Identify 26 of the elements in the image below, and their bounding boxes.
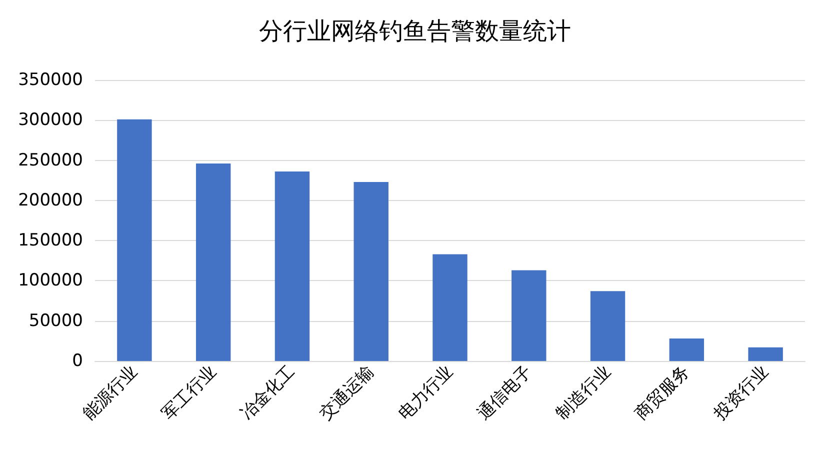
x-tick-label: 交通运输 [316,362,378,424]
y-tick-label: 350000 [18,70,83,90]
chart-title: 分行业网络钓鱼告警数量统计 [259,17,571,45]
y-tick-label: 100000 [18,270,83,291]
bar [274,172,310,361]
x-tick-label: 商贸服务 [632,362,694,424]
y-tick-label: 200000 [18,190,83,210]
bar [117,119,152,361]
bar [748,347,783,361]
x-tick-label: 冶金化工 [237,362,300,424]
bar [196,163,231,361]
y-tick-label: 300000 [18,110,83,130]
bar [512,270,546,361]
x-tick-label: 通信电子 [474,362,536,424]
y-tick-label: 250000 [18,150,83,170]
x-tick-label: 制造行业 [552,362,615,424]
y-tick-label: 50000 [28,310,83,331]
bar [669,338,704,361]
x-tick-label: 投资行业 [710,362,773,425]
bar [590,291,626,361]
bar [354,182,388,361]
y-tick-label: 0 [72,351,83,371]
x-tick-label: 军工行业 [158,362,220,424]
bar [432,254,468,361]
y-tick-label: 150000 [18,230,83,251]
x-tick-label: 电力行业 [394,362,458,424]
